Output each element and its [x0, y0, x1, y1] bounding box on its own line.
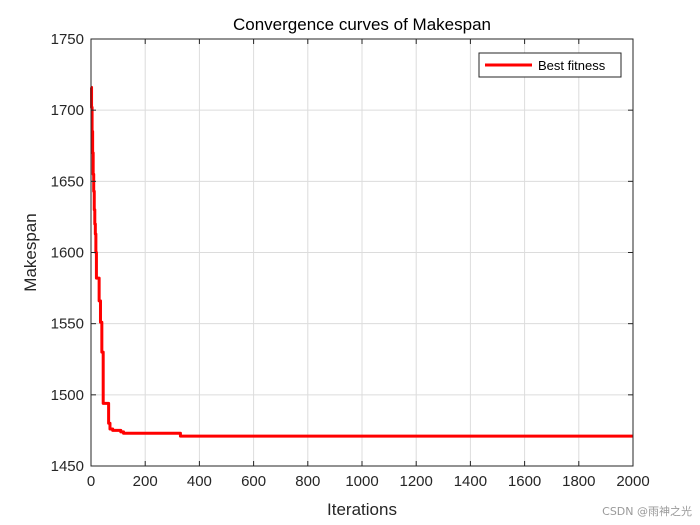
y-tick-label: 1750: [51, 31, 84, 48]
x-tick-label: 200: [133, 473, 158, 490]
y-axis-title: Makespan: [21, 213, 40, 291]
x-tick-label: 1400: [454, 473, 487, 490]
chart-title: Convergence curves of Makespan: [233, 15, 491, 34]
x-tick-label: 400: [187, 473, 212, 490]
y-tick-label: 1650: [51, 173, 84, 190]
legend: Best fitness: [478, 52, 622, 78]
axis-ticks: 0 200 400 600 800 1000 1200 1400 1600 1800 2000 145…: [51, 31, 650, 490]
y-tick-label: 1600: [51, 245, 84, 262]
x-tick-label: 0: [87, 473, 95, 490]
x-tick-label: 1200: [400, 473, 433, 490]
y-tick-label: 1500: [51, 387, 84, 404]
y-tick-label: 1550: [51, 316, 84, 333]
series-line-best-fitness: [90, 85, 633, 438]
x-tick-label: 1000: [345, 473, 378, 490]
x-tick-label: 1600: [508, 473, 541, 490]
legend-label: Best fitness: [538, 58, 606, 73]
x-axis-title: Iterations: [327, 500, 397, 519]
x-tick-label: 600: [241, 473, 266, 490]
series-layer: [90, 85, 633, 438]
x-tick-label: 1800: [562, 473, 595, 490]
x-tick-label: 2000: [616, 473, 649, 490]
y-tick-label: 1450: [51, 458, 84, 475]
y-tick-label: 1700: [51, 102, 84, 119]
watermark: CSDN @雨神之光: [602, 505, 692, 518]
x-tick-label: 800: [295, 473, 320, 490]
